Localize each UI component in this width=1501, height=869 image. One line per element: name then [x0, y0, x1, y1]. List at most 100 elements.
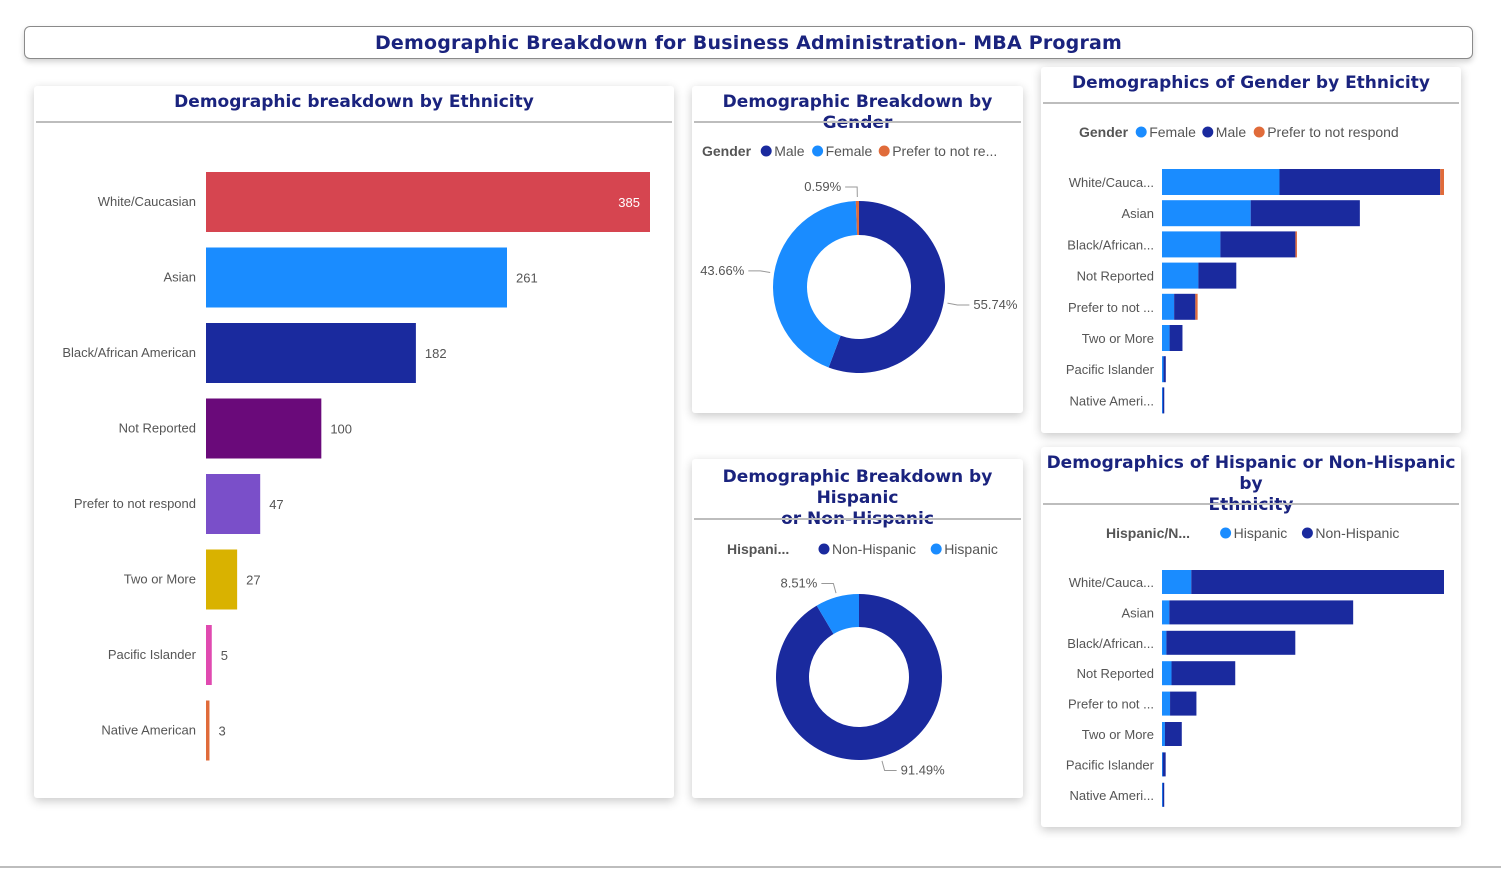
hispanic-legend-label-hispanic: Hispanic — [944, 541, 998, 557]
ethnicity-bar-two-or-more — [206, 549, 238, 610]
gender-eth-tick-label-black-african: Black/African... — [1067, 237, 1154, 252]
hisp-eth-bar-white-cauca-non-hispanic — [1191, 570, 1444, 594]
hisp-eth-bar-asian-non-hispanic — [1169, 600, 1354, 625]
gender-eth-legend-marker-prefer-to-not-respond — [1253, 126, 1265, 138]
ethnicity-tick-label-pacific-islander: Pacific Islander — [108, 647, 197, 662]
gender-eth-bar-prefer-to-not-male — [1174, 293, 1196, 320]
ethnicity-card: Demographic breakdown by Ethnicity White… — [34, 86, 674, 798]
ethnicity-card-title: Demographic breakdown by Ethnicity — [174, 92, 534, 112]
hispanic-card-divider — [694, 518, 1021, 520]
ethnicity-tick-label-asian: Asian — [163, 270, 196, 285]
hisp-eth-bar-two-or-more-non-hispanic — [1164, 722, 1182, 746]
ethnicity-data-label-native-american: 3 — [218, 724, 225, 739]
ethnicity-tick-label-white-caucasian: White/Caucasian — [98, 194, 196, 209]
hispanic-data-label-non-hispanic: 91.49% — [901, 763, 946, 778]
hispanic-legend-marker-hispanic — [930, 543, 942, 555]
gender-data-label-male: 55.74% — [973, 297, 1018, 312]
hisp-eth-bar-white-cauca-hispanic — [1162, 570, 1192, 594]
hisp-eth-bar-prefer-to-not-non-hispanic — [1170, 691, 1197, 716]
ethnicity-tick-label-prefer-to-not-respond: Prefer to not respond — [74, 496, 196, 511]
ethnicity-bar-prefer-to-not-respond — [206, 474, 261, 534]
ethnicity-data-label-not-reported: 100 — [330, 422, 352, 437]
gender-legend-marker-female — [812, 145, 824, 157]
hispanic-legend-label-non-hispanic: Non-Hispanic — [832, 541, 916, 557]
gender-eth-tick-label-white-cauca: White/Cauca... — [1069, 175, 1154, 190]
gender-eth-bar-prefer-to-not-prefer-to-not-respond — [1195, 293, 1198, 320]
ethnicity-data-label-prefer-to-not-respond: 47 — [269, 497, 283, 512]
ethnicity-bar-asian — [206, 247, 507, 308]
gender-ethnicity-card: Demographics of Gender by Ethnicity Gend… — [1041, 67, 1461, 433]
page-title: Demographic Breakdown for Business Admin… — [24, 26, 1473, 59]
gender-data-label-female: 43.66% — [700, 263, 745, 278]
hisp-eth-tick-label-native-ameri: Native Ameri... — [1069, 788, 1154, 803]
gender-eth-tick-label-prefer-to-not: Prefer to not ... — [1068, 300, 1154, 315]
ethnicity-data-label-white-caucasian: 385 — [618, 195, 640, 210]
ethnicity-bar-white-caucasian — [206, 172, 650, 232]
gender-ethnicity-card-title: Demographics of Gender by Ethnicity — [1072, 73, 1430, 93]
gender-eth-bar-native-ameri-female — [1162, 387, 1164, 414]
ethnicity-bar-chart: White/Caucasian 385 Asian 261 Black/African … — [62, 172, 650, 761]
gender-card-title: Demographic Breakdown by Gender — [722, 92, 993, 133]
hispanic-data-label-hispanic: 8.51% — [780, 575, 817, 590]
hisp-eth-legend-title: Hispanic/N... — [1106, 525, 1190, 541]
gender-slice-female — [773, 201, 858, 368]
gender-eth-legend-marker-female — [1135, 126, 1147, 138]
gender-legend-marker-male — [760, 145, 772, 157]
gender-eth-legend-marker-male — [1202, 126, 1214, 138]
ethnicity-card-divider — [36, 121, 672, 123]
gender-card-divider — [694, 121, 1021, 123]
gender-eth-bar-white-cauca-prefer-to-not-respond — [1440, 169, 1444, 195]
gender-eth-legend-label-prefer-to-not-respond: Prefer to not respond — [1267, 124, 1399, 140]
gender-eth-bar-black-african-prefer-to-not-respond — [1295, 231, 1297, 258]
gender-eth-bar-asian-male — [1250, 200, 1360, 227]
hispanic-leader-line-hispanic — [821, 582, 837, 594]
ethnicity-data-label-black-african-american: 182 — [425, 346, 447, 361]
hispanic-card-title: Demographic Breakdown by Hispanic or Non… — [692, 467, 1023, 530]
gender-eth-bar-black-african-female — [1162, 231, 1221, 258]
ethnicity-data-label-asian: 261 — [516, 271, 538, 286]
gender-legend-label-prefer-to-not-re: Prefer to not re... — [892, 143, 997, 159]
gender-eth-bar-white-cauca-female — [1162, 169, 1280, 195]
gender-leader-line-prefer-to-not-respond — [845, 186, 858, 198]
gender-eth-bar-pacific-islander-male — [1163, 356, 1166, 383]
hispanic-card: Demographic Breakdown by Hispanic or Non… — [692, 459, 1023, 798]
hispanic-ethnicity-card-title: Demographics of Hispanic or Non-Hispanic… — [1041, 453, 1461, 516]
ethnicity-data-label-two-or-more: 27 — [246, 573, 260, 588]
hisp-eth-legend-marker-hispanic — [1220, 527, 1232, 539]
hisp-eth-bar-not-reported-hispanic — [1162, 661, 1172, 686]
hispanic-ethnicity-card-title-line1: Demographics of Hispanic or Non-Hispanic… — [1046, 453, 1456, 494]
hisp-eth-legend-marker-non-hispanic — [1301, 527, 1313, 539]
hispanic-ethnicity-card: Demographics of Hispanic or Non-Hispanic… — [1041, 447, 1461, 827]
gender-eth-bar-asian-female — [1162, 200, 1251, 227]
gender-legend-marker-prefer-to-not-re — [878, 145, 890, 157]
hisp-eth-legend-label-non-hispanic: Non-Hispanic — [1315, 525, 1399, 541]
gender-eth-legend-label-female: Female — [1149, 124, 1196, 140]
page-title-text: Demographic Breakdown for Business Admin… — [374, 31, 1123, 54]
hisp-eth-tick-label-not-reported: Not Reported — [1077, 666, 1154, 681]
hisp-eth-tick-label-prefer-to-not: Prefer to not ... — [1068, 697, 1154, 712]
hisp-eth-bar-asian-hispanic — [1162, 600, 1170, 625]
gender-legend-title: Gender — [702, 143, 752, 159]
hispanic-ethnicity-card-divider — [1043, 503, 1459, 505]
ethnicity-bar-native-american — [206, 700, 210, 761]
gender-eth-legend-title: Gender — [1079, 124, 1129, 140]
hispanic-ethnicity-stacked-chart: Hispanic/N... Hispanic Non-Hispanic White/C… — [1066, 525, 1444, 807]
ethnicity-tick-label-not-reported: Not Reported — [119, 421, 196, 436]
hisp-eth-bar-black-african-hispanic — [1162, 630, 1167, 655]
hisp-eth-bar-prefer-to-not-hispanic — [1162, 691, 1171, 716]
gender-eth-bar-not-reported-male — [1198, 262, 1237, 289]
hisp-eth-tick-label-white-cauca: White/Cauca... — [1069, 575, 1154, 590]
gender-slice-prefer-to-not-respond — [855, 201, 859, 236]
ethnicity-bar-not-reported — [206, 398, 322, 459]
gender-leader-line-female — [748, 270, 771, 273]
gender-eth-tick-label-pacific-islander: Pacific Islander — [1066, 362, 1155, 377]
hispanic-legend-title: Hispani... — [727, 541, 789, 557]
gender-leader-line-male — [947, 302, 970, 306]
gender-donut-chart: Gender Male Female Prefer to not re... 55.74… — [700, 143, 1018, 373]
hisp-eth-bar-not-reported-non-hispanic — [1171, 661, 1236, 686]
hispanic-card-title-line1: Demographic Breakdown by Hispanic — [722, 467, 993, 508]
hispanic-donut-chart: Hispani... Non-Hispanic Hispanic 91.49% 8.51… — [727, 541, 998, 778]
gender-card: Demographic Breakdown by Gender Gender Ma… — [692, 86, 1023, 413]
hisp-eth-tick-label-pacific-islander: Pacific Islander — [1066, 757, 1155, 772]
hisp-eth-tick-label-two-or-more: Two or More — [1082, 727, 1154, 742]
